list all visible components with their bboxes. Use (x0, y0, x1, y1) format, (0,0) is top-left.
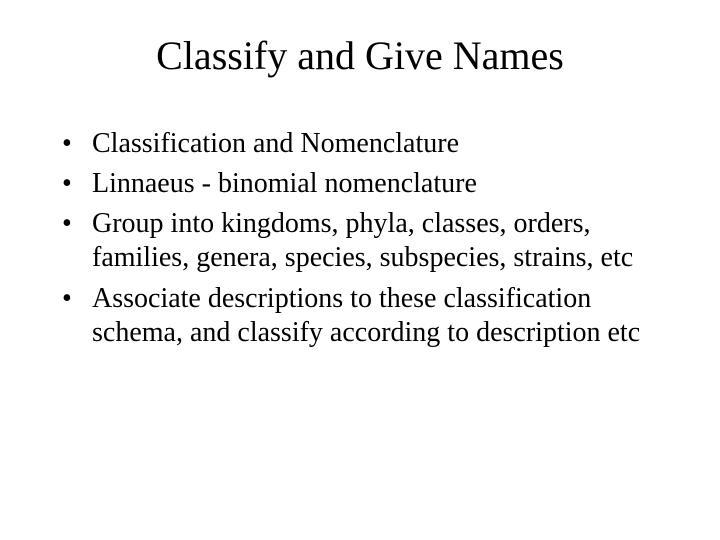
list-item: Associate descriptions to these classifi… (60, 282, 670, 350)
bullet-list: Classification and Nomenclature Linnaeus… (50, 127, 670, 350)
list-item: Classification and Nomenclature (60, 127, 670, 161)
list-item: Linnaeus - binomial nomenclature (60, 167, 670, 201)
list-item: Group into kingdoms, phyla, classes, ord… (60, 207, 670, 275)
slide-title: Classify and Give Names (50, 32, 670, 79)
